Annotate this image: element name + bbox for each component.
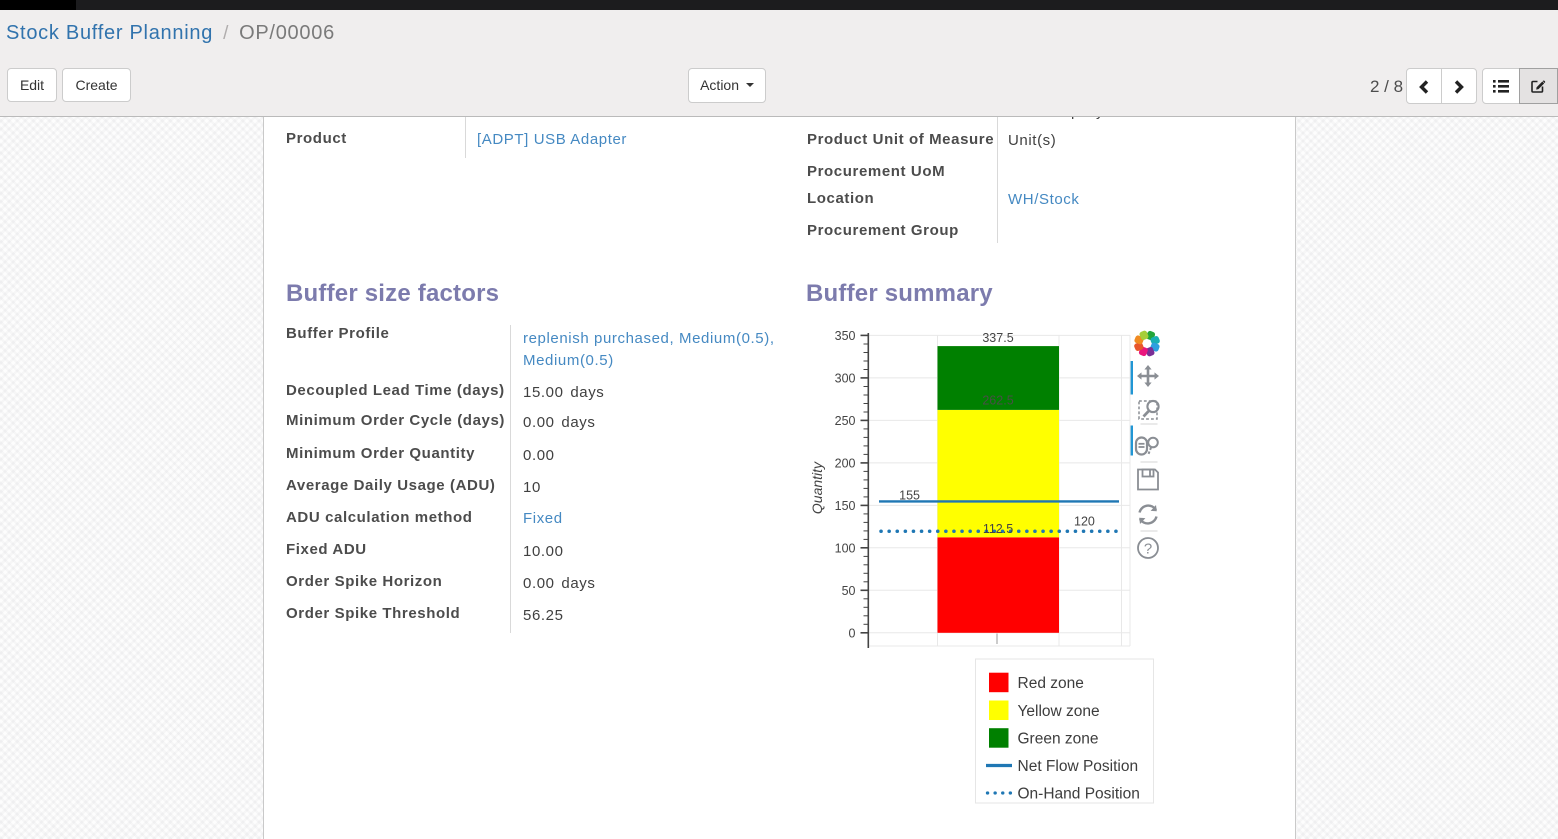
svg-text:Green zone: Green zone [1018,731,1099,748]
svg-text:100: 100 [835,541,856,555]
svg-text:262.5: 262.5 [982,394,1013,408]
svg-text:300: 300 [835,371,856,385]
svg-text:150: 150 [835,499,856,513]
svg-text:155: 155 [899,489,920,503]
svg-text:112.5: 112.5 [983,522,1013,536]
svg-text:Red zone: Red zone [1018,675,1084,692]
svg-text:250: 250 [835,414,856,428]
svg-text:50: 50 [842,584,856,598]
svg-text:Net Flow Position: Net Flow Position [1018,758,1139,775]
svg-text:200: 200 [835,456,856,470]
svg-text:?: ? [1144,541,1152,558]
svg-text:On-Hand Position: On-Hand Position [1018,786,1140,803]
svg-text:0: 0 [849,626,856,640]
svg-text:120: 120 [1074,515,1095,529]
svg-text:337.5: 337.5 [982,331,1013,345]
svg-text:Yellow zone: Yellow zone [1018,703,1100,720]
svg-text:Quantity: Quantity [809,461,825,514]
svg-text:350: 350 [835,329,856,343]
